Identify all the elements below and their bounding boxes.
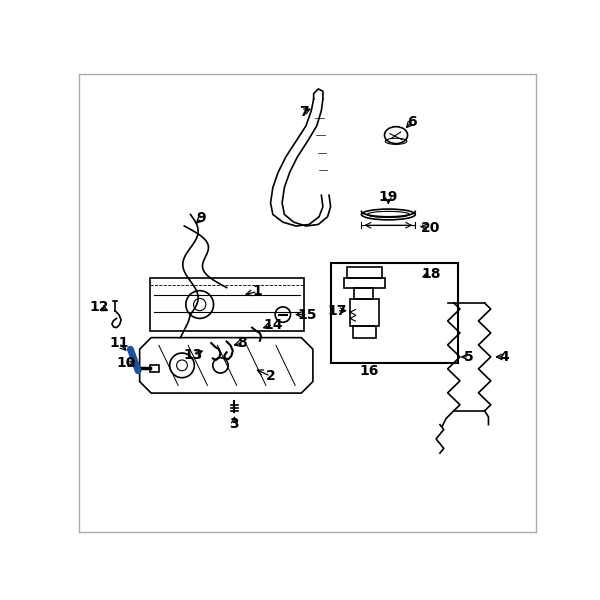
Bar bbox=[344, 278, 385, 289]
Text: 20: 20 bbox=[421, 221, 440, 235]
Text: 4: 4 bbox=[499, 350, 509, 364]
Text: 10: 10 bbox=[117, 356, 136, 370]
Text: 6: 6 bbox=[407, 115, 416, 129]
Bar bbox=[353, 326, 376, 338]
Text: 3: 3 bbox=[230, 417, 239, 431]
Text: 2: 2 bbox=[266, 369, 275, 383]
Text: 12: 12 bbox=[90, 300, 109, 314]
Text: 11: 11 bbox=[109, 336, 128, 350]
Bar bbox=[355, 287, 373, 299]
Text: 8: 8 bbox=[237, 336, 247, 350]
Bar bbox=[347, 267, 382, 278]
Bar bbox=[350, 299, 379, 326]
Text: 18: 18 bbox=[421, 267, 440, 281]
Text: 9: 9 bbox=[196, 211, 206, 225]
Text: 7: 7 bbox=[299, 105, 308, 119]
Text: 5: 5 bbox=[464, 350, 474, 364]
Text: 14: 14 bbox=[263, 317, 283, 332]
Text: 13: 13 bbox=[184, 349, 203, 362]
Text: 1: 1 bbox=[253, 284, 262, 298]
Text: 17: 17 bbox=[327, 304, 346, 318]
Text: 19: 19 bbox=[379, 190, 398, 204]
Bar bbox=[149, 278, 304, 331]
Text: 15: 15 bbox=[298, 308, 317, 322]
Bar bbox=[149, 365, 159, 371]
Bar bbox=[331, 263, 458, 363]
Text: 16: 16 bbox=[359, 364, 379, 378]
